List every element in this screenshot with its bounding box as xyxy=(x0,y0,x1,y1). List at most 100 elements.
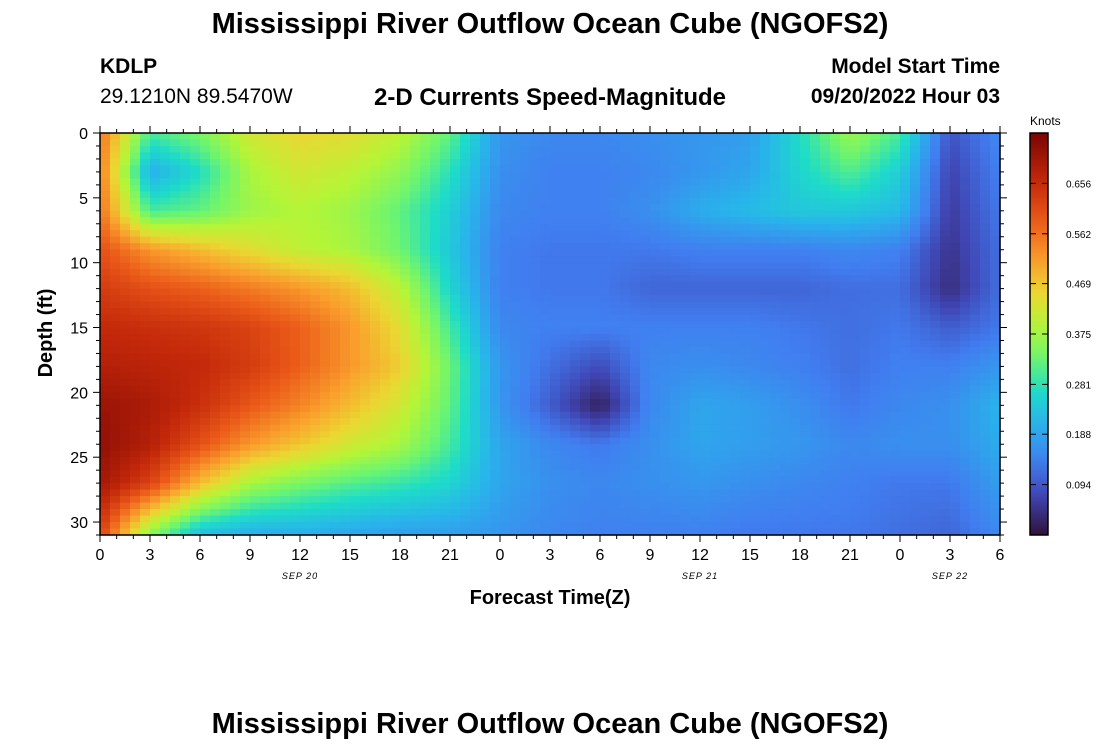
heatmap-cell xyxy=(430,353,441,361)
heatmap-cell xyxy=(730,236,741,244)
heatmap-cell xyxy=(830,424,841,432)
heatmap-cell xyxy=(390,171,401,179)
heatmap-cell xyxy=(460,437,471,445)
heatmap-cell xyxy=(160,243,171,251)
heatmap-cell xyxy=(910,314,921,322)
heatmap-cell xyxy=(120,152,131,160)
heatmap-cell xyxy=(920,470,931,478)
heatmap-cell xyxy=(310,405,321,413)
heatmap-cell xyxy=(530,463,541,471)
heatmap-cell xyxy=(610,379,621,387)
heatmap-cell xyxy=(560,184,571,192)
heatmap-cell xyxy=(840,327,851,335)
heatmap-cell xyxy=(860,197,871,205)
heatmap-cell xyxy=(160,444,171,452)
heatmap-cell xyxy=(220,340,231,348)
heatmap-cell xyxy=(920,139,931,147)
heatmap-cell xyxy=(990,204,1001,212)
heatmap-cell xyxy=(800,340,811,348)
heatmap-cell xyxy=(750,385,761,393)
heatmap-cell xyxy=(390,340,401,348)
heatmap-cell xyxy=(210,145,221,154)
heatmap-cell xyxy=(270,483,281,491)
heatmap-cell xyxy=(900,366,911,374)
heatmap-cell xyxy=(120,327,131,335)
heatmap-cell xyxy=(120,411,131,419)
heatmap-cell xyxy=(770,346,781,355)
heatmap-cell xyxy=(340,295,351,303)
heatmap-cell xyxy=(820,308,831,316)
heatmap-cell xyxy=(220,152,231,160)
heatmap-cell xyxy=(860,269,871,277)
heatmap-cell xyxy=(110,152,121,160)
heatmap-cell xyxy=(400,256,411,264)
heatmap-cell xyxy=(280,133,291,141)
heatmap-cell xyxy=(970,379,981,387)
heatmap-cell xyxy=(420,308,431,316)
heatmap-cell xyxy=(640,398,651,406)
heatmap-cell xyxy=(370,424,381,432)
heatmap-cell xyxy=(870,308,881,316)
heatmap-cell xyxy=(490,184,501,192)
heatmap-cell xyxy=(950,171,961,179)
heatmap-cell xyxy=(260,145,271,154)
heatmap-cell xyxy=(850,398,861,406)
heatmap-cell xyxy=(760,230,771,238)
heatmap-cell xyxy=(100,450,111,458)
heatmap-cell xyxy=(740,308,751,316)
heatmap-cell xyxy=(620,392,631,400)
heatmap-cell xyxy=(810,418,821,426)
heatmap-cell xyxy=(990,197,1001,205)
heatmap-cell xyxy=(260,165,271,173)
heatmap-cell xyxy=(840,275,851,283)
heatmap-cell xyxy=(140,385,151,393)
heatmap-cell xyxy=(750,346,761,355)
heatmap-cell xyxy=(460,152,471,160)
heatmap-cell xyxy=(380,133,391,141)
heatmap-cell xyxy=(960,476,971,484)
heatmap-cell xyxy=(730,321,741,329)
heatmap-cell xyxy=(820,470,831,478)
heatmap-cell xyxy=(590,295,601,303)
heatmap-cell xyxy=(390,431,401,439)
heatmap-cell xyxy=(800,346,811,355)
heatmap-cell xyxy=(130,476,141,484)
heatmap-cell xyxy=(620,288,631,296)
heatmap-cell xyxy=(680,171,691,179)
heatmap-cell xyxy=(340,398,351,406)
heatmap-cell xyxy=(230,321,241,329)
heatmap-cell xyxy=(880,483,891,491)
heatmap-cell xyxy=(350,295,361,303)
heatmap-cell xyxy=(510,275,521,283)
heatmap-cell xyxy=(650,145,661,154)
heatmap-cell xyxy=(230,392,241,400)
heatmap-cell xyxy=(680,372,691,380)
heatmap-cell xyxy=(670,171,681,179)
heatmap-cell xyxy=(430,463,441,471)
heatmap-cell xyxy=(340,353,351,361)
heatmap-cell xyxy=(160,372,171,380)
heatmap-cell xyxy=(660,405,671,413)
heatmap-cell xyxy=(310,145,321,154)
heatmap-cell xyxy=(660,178,671,186)
heatmap-cell xyxy=(980,411,991,419)
heatmap-cell xyxy=(120,353,131,361)
heatmap-cell xyxy=(450,308,461,316)
heatmap-cell xyxy=(960,197,971,205)
heatmap-cell xyxy=(510,184,521,192)
heatmap-cell xyxy=(780,204,791,212)
heatmap-cell xyxy=(470,314,481,322)
heatmap-cell xyxy=(350,405,361,413)
heatmap-cell xyxy=(810,379,821,387)
heatmap-cell xyxy=(750,444,761,452)
heatmap-cell xyxy=(650,385,661,393)
heatmap-cell xyxy=(960,262,971,270)
heatmap-cell xyxy=(630,392,641,400)
heatmap-cell xyxy=(910,437,921,445)
heatmap-cell xyxy=(260,385,271,393)
heatmap-cell xyxy=(930,483,941,491)
heatmap-cell xyxy=(230,236,241,244)
heatmap-cell xyxy=(820,249,831,257)
heatmap-cell xyxy=(160,197,171,205)
heatmap-cell xyxy=(310,275,321,283)
